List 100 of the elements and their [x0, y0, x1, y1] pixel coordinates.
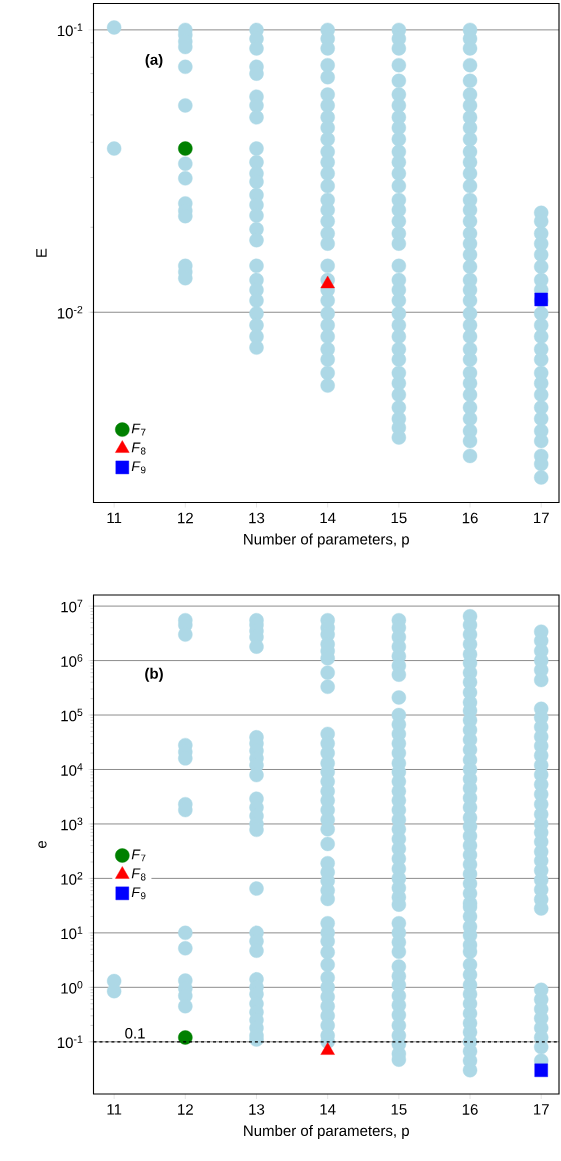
point	[462, 214, 478, 229]
point	[462, 329, 478, 344]
y-tick-label: 10$^{2}$	[61, 872, 83, 885]
point	[249, 208, 264, 223]
legend-label: F$_{9}$	[131, 461, 146, 474]
point	[249, 41, 264, 56]
point	[462, 411, 478, 426]
x-axis-title: Number of parameters, p	[244, 533, 409, 548]
point	[320, 365, 335, 381]
x-tick-label: 12	[178, 512, 193, 524]
point	[391, 57, 407, 73]
point	[178, 925, 193, 941]
point	[178, 627, 193, 642]
point	[534, 411, 549, 426]
point	[462, 178, 478, 194]
legend-label: F$_{8}$	[131, 868, 146, 881]
point	[320, 665, 335, 680]
legend-label: F$_{7}$	[131, 423, 146, 436]
point	[106, 20, 122, 35]
point	[320, 378, 335, 393]
point	[320, 352, 335, 367]
point	[249, 881, 264, 896]
point	[320, 98, 335, 113]
x-tick-label: 12	[178, 1104, 193, 1115]
point	[391, 132, 407, 147]
point	[320, 957, 335, 972]
point	[534, 329, 549, 344]
y-tick-label: 10$^{1}$	[61, 926, 83, 940]
point	[178, 59, 193, 75]
legend-label: F$_{9}$	[131, 887, 146, 900]
annotation: (a)	[145, 53, 163, 68]
point	[178, 141, 193, 156]
point	[534, 387, 549, 403]
annotation: (b)	[145, 667, 163, 682]
point	[178, 171, 193, 186]
point	[320, 293, 335, 308]
point	[462, 166, 478, 181]
point	[106, 141, 122, 156]
point	[178, 999, 193, 1014]
point	[462, 132, 478, 147]
point	[391, 690, 407, 705]
point	[462, 1063, 478, 1078]
point	[391, 178, 407, 194]
point	[320, 214, 335, 229]
point	[391, 73, 407, 89]
x-tick-label: 13	[249, 1104, 265, 1115]
point	[320, 945, 335, 960]
x-tick-label: 15	[391, 1104, 407, 1115]
x-tick-label: 15	[391, 512, 407, 524]
point	[534, 1063, 548, 1077]
point	[534, 259, 549, 274]
point	[249, 293, 264, 308]
point	[462, 293, 478, 308]
point	[249, 110, 264, 125]
point	[462, 387, 478, 403]
x-tick-label: 14	[320, 1104, 336, 1115]
point	[178, 1030, 193, 1045]
y-tick-label: 10$^{3}$	[61, 817, 83, 831]
y-tick-label: 10$^{-1}$	[57, 1035, 83, 1049]
point	[462, 448, 478, 464]
point	[462, 57, 478, 73]
point	[462, 259, 478, 274]
y-tick-label: 10$^{-2}$	[57, 305, 83, 319]
point	[391, 430, 407, 445]
point	[320, 57, 335, 73]
y-tick-label: 10$^{0}$	[61, 980, 83, 994]
point	[178, 156, 193, 171]
point	[391, 329, 407, 344]
point	[320, 178, 335, 194]
point	[320, 679, 335, 694]
point	[249, 141, 264, 156]
point	[462, 41, 478, 56]
x-tick-label: 16	[462, 1104, 478, 1115]
point	[249, 340, 264, 355]
y-axis-title: E	[36, 248, 47, 257]
point	[320, 69, 335, 85]
point	[178, 941, 193, 956]
point	[391, 98, 407, 113]
point	[320, 236, 335, 251]
x-tick-label: 11	[107, 512, 122, 524]
x-tick-label: 17	[534, 512, 549, 524]
point	[462, 73, 478, 89]
point	[391, 258, 407, 274]
point	[391, 352, 407, 367]
x-tick-label: 11	[107, 1104, 122, 1115]
x-axis-title: Number of parameters, p	[244, 1125, 409, 1139]
point	[391, 387, 407, 403]
point	[320, 329, 335, 344]
point	[391, 41, 407, 56]
y-axis-title: e	[38, 840, 47, 849]
ref-line-label: 0.1	[125, 1027, 145, 1039]
y-tick-label: 10$^{6}$	[61, 654, 83, 667]
x-tick-label: 16	[462, 512, 478, 524]
point	[391, 166, 407, 181]
point	[391, 293, 407, 308]
y-tick-label: 10$^{7}$	[61, 599, 83, 613]
point	[391, 214, 407, 229]
point	[462, 98, 478, 113]
point	[320, 166, 335, 181]
legend-label: F$_{7}$	[131, 849, 146, 862]
